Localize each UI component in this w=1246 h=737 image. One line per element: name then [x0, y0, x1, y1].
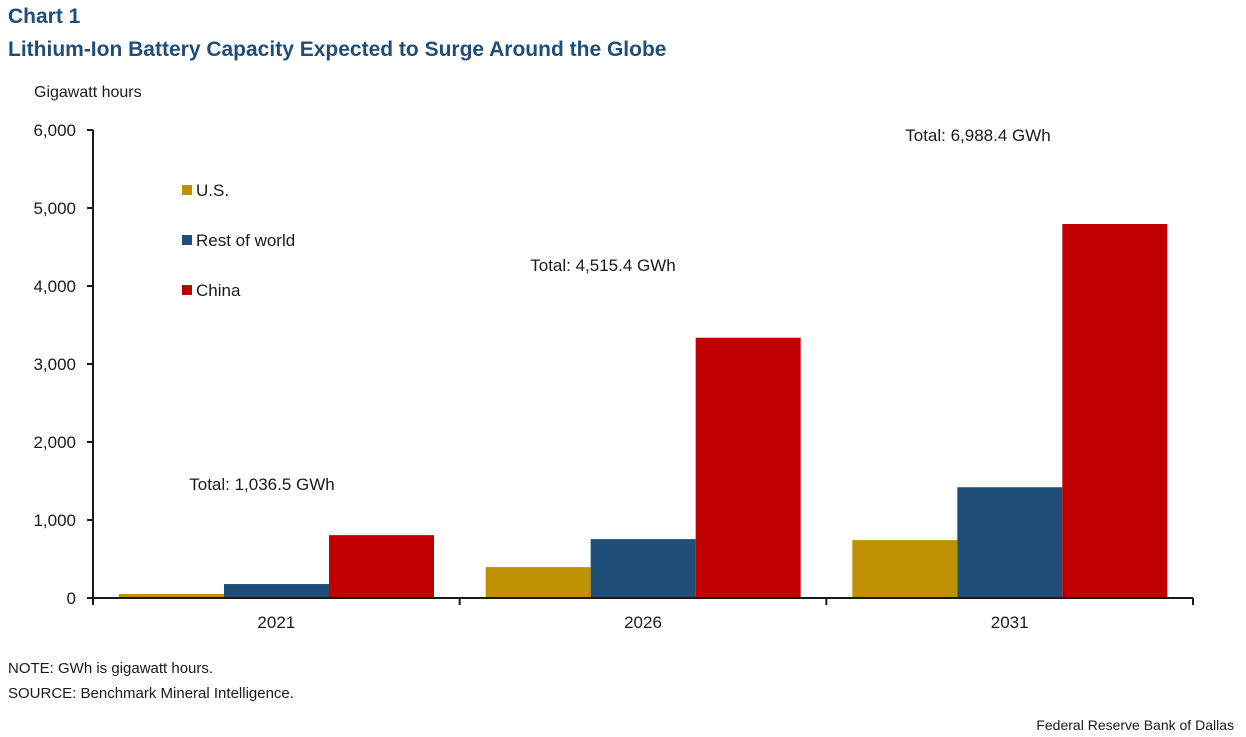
chart-number: Chart 1 [8, 5, 81, 28]
annotations-group: Total: 1,036.5 GWh Total: 4,515.4 GWh Tota… [189, 126, 1051, 494]
bar-u-s-2031 [852, 540, 958, 598]
credit-text: Federal Reserve Bank of Dallas [1036, 717, 1234, 733]
legend-swatch-china [182, 285, 192, 295]
y-tick-label: 2,000 [33, 433, 76, 452]
y-tick-label: 4,000 [33, 277, 76, 296]
legend-label: Rest of world [196, 231, 295, 250]
bar-china-2031 [1062, 223, 1168, 599]
x-ticks-group: 2021 2026 2031 [92, 598, 1194, 632]
bar-rest-of-world-2031 [957, 487, 1063, 598]
bar-u-s-2026 [485, 567, 591, 598]
bar-rest-of-world-2026 [590, 539, 696, 598]
x-tick-label: 2031 [991, 613, 1029, 632]
y-tick-label: 3,000 [33, 355, 76, 374]
source-text: SOURCE: Benchmark Mineral Intelligence. [8, 685, 294, 702]
total-annotation: Total: 4,515.4 GWh [530, 256, 676, 275]
total-annotation: Total: 1,036.5 GWh [189, 475, 335, 494]
y-tick-label: 0 [67, 589, 76, 608]
chart-title: Lithium-Ion Battery Capacity Expected to… [8, 38, 667, 61]
note-text: NOTE: GWh is gigawatt hours. [8, 660, 214, 677]
legend-label: U.S. [196, 181, 229, 200]
legend-label: China [196, 281, 241, 300]
y-tick-label: 6,000 [33, 121, 76, 140]
legend: U.S. Rest of world China [182, 181, 295, 300]
y-tick-label: 1,000 [33, 511, 76, 530]
legend-swatch-rest-of-world [182, 235, 192, 245]
bar-u-s-2021 [119, 594, 224, 598]
y-tick-label: 5,000 [33, 199, 76, 218]
bars-group [119, 223, 1168, 599]
y-ticks-group: 0 1,000 2,000 3,000 4,000 5,000 6,000 [33, 121, 93, 608]
total-annotation: Total: 6,988.4 GWh [905, 126, 1051, 145]
legend-swatch-u-s [182, 185, 192, 195]
x-tick-label: 2026 [624, 613, 662, 632]
bar-rest-of-world-2021 [224, 584, 329, 598]
bar-china-2026 [695, 337, 801, 598]
bar-china-2021 [329, 535, 434, 598]
x-tick-label: 2021 [257, 613, 295, 632]
y-axis-label: Gigawatt hours [34, 84, 142, 101]
